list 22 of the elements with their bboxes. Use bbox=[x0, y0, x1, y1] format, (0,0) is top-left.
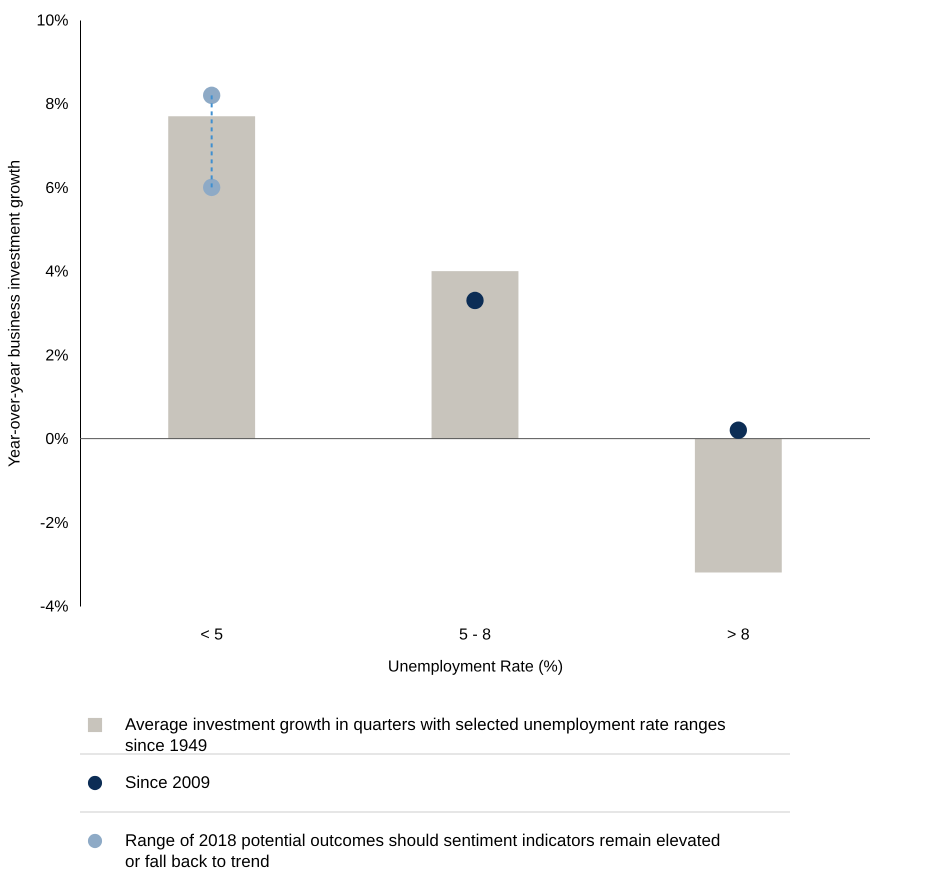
point bbox=[466, 292, 484, 310]
y-tick-label: 4% bbox=[45, 264, 68, 281]
y-tick-label: 8% bbox=[45, 96, 68, 114]
y-tick-label: 6% bbox=[45, 180, 68, 197]
x-tick-label: < 5 bbox=[200, 626, 224, 644]
y-tick-label: 2% bbox=[45, 347, 68, 364]
legend-label: Range of 2018 potential outcomes should sentiment indicators remain elevated or fall back to trend bbox=[125, 831, 720, 871]
y-tick-label: -4% bbox=[40, 598, 68, 616]
y-tick-label: 10% bbox=[36, 12, 68, 30]
point bbox=[203, 86, 220, 104]
y-tick-label: 0% bbox=[45, 431, 68, 448]
point bbox=[730, 422, 747, 439]
x-axis-title: Unemployment Rate (%) bbox=[388, 658, 564, 676]
x-tick-label: 5 - 8 bbox=[458, 626, 492, 644]
y-tick-label: -2% bbox=[40, 514, 68, 532]
bar bbox=[432, 271, 518, 439]
legend-label: Average investment growth in quarters with selected unemployment rate ranges since 1949 bbox=[125, 715, 726, 755]
bar bbox=[694, 438, 782, 573]
y-axis-title: Year-over-year business investment growth bbox=[6, 160, 24, 468]
bar bbox=[168, 116, 256, 439]
x-tick-label: > 8 bbox=[726, 626, 750, 644]
legend-label: Since 2009 bbox=[125, 773, 210, 792]
